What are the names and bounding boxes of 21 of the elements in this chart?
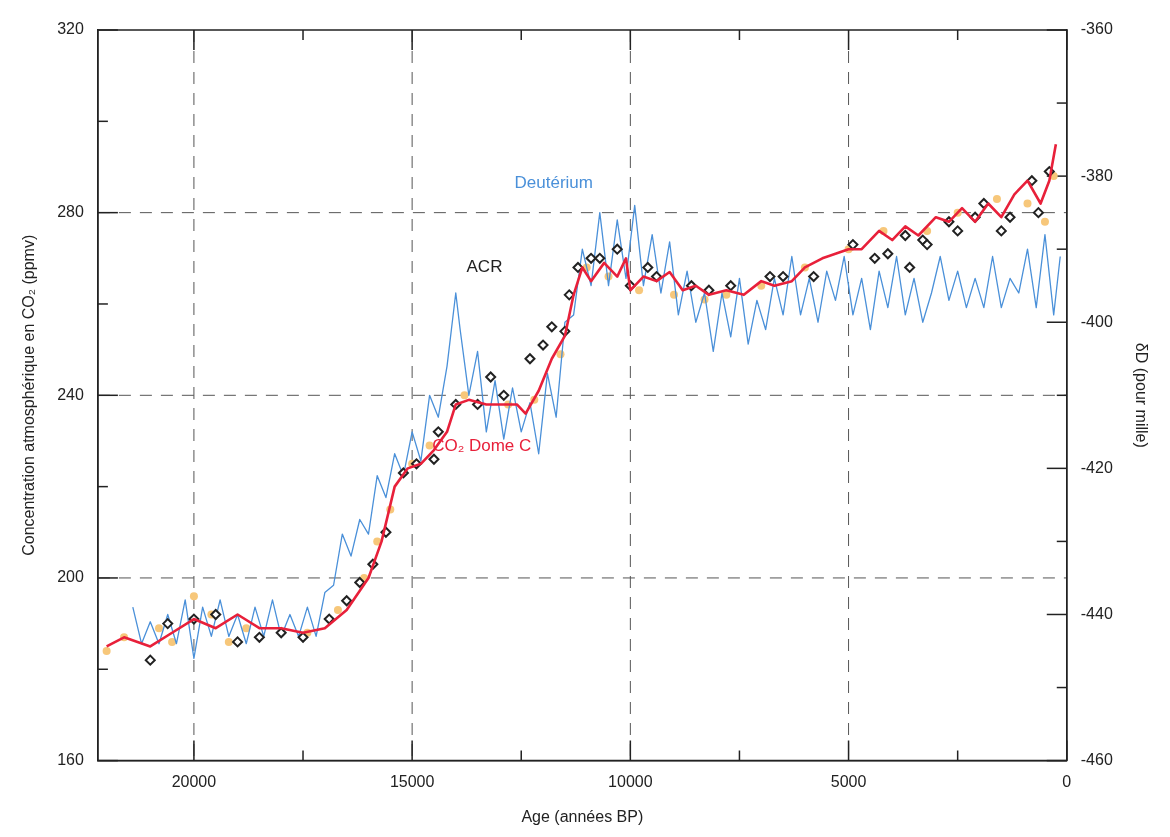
annotation: ACR: [466, 257, 503, 277]
x-tick-label: 10000: [608, 772, 653, 790]
series-label: Deutérium: [514, 173, 593, 193]
y2-tick-label: -380: [1080, 166, 1113, 184]
x-tick-label: 15000: [389, 772, 435, 790]
y-tick-label: 160: [57, 751, 84, 769]
y2-axis-title: δD (pour mille): [1132, 342, 1150, 448]
y-axis-title: Concentration atmosphérique en CO₂ (ppmv): [20, 234, 38, 556]
y-tick-label: 240: [57, 385, 84, 403]
x-axis-title: Age (années BP): [521, 807, 644, 825]
y2-tick-label: -360: [1080, 20, 1113, 38]
y-tick-label: 320: [57, 20, 84, 38]
x-tick-label: 0: [1062, 772, 1072, 790]
y-tick-label: 200: [57, 568, 84, 586]
y-tick-label: 280: [57, 203, 84, 221]
y2-tick-label: -400: [1080, 312, 1113, 330]
y2-tick-label: -460: [1080, 751, 1113, 769]
y2-tick-label: -420: [1080, 458, 1113, 476]
x-tick-label: 20000: [171, 772, 217, 790]
y2-tick-label: -440: [1080, 604, 1113, 622]
x-tick-label: 5000: [830, 772, 867, 790]
